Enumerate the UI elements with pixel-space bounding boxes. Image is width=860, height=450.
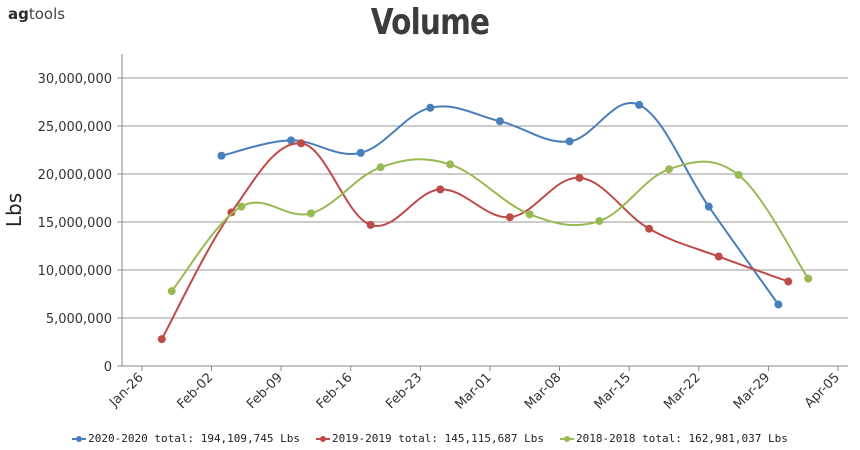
- x-tick-label: Jan-26: [106, 370, 147, 411]
- y-tick-label: 30,000,000: [38, 72, 112, 87]
- x-tick-label: Apr-05: [802, 370, 843, 411]
- data-point[interactable]: [495, 117, 504, 126]
- series-line: [170, 158, 810, 292]
- series-line: [160, 142, 789, 340]
- legend-item-3[interactable]: 2018-2018 total: 162,981,037 Lbs: [559, 432, 788, 445]
- data-point[interactable]: [784, 277, 793, 286]
- data-point[interactable]: [436, 185, 445, 194]
- data-point[interactable]: [167, 287, 176, 296]
- legend-item-1[interactable]: 2020-2020 total: 194,109,745 Lbs: [72, 432, 300, 445]
- data-point[interactable]: [714, 252, 723, 261]
- data-point[interactable]: [446, 160, 455, 169]
- logo-ag-text: ag: [8, 5, 29, 23]
- y-tick-label: 20,000,000: [38, 168, 112, 183]
- y-tick-label: 15,000,000: [38, 216, 112, 231]
- x-tick-label: Mar-08: [522, 370, 564, 412]
- data-point[interactable]: [575, 173, 584, 182]
- y-tick-label: 25,000,000: [38, 120, 112, 135]
- grid-layer: [122, 77, 848, 319]
- series-1: [217, 100, 783, 309]
- legend-label: 2020-2020 total: 194,109,745 Lbs: [88, 432, 301, 445]
- data-point[interactable]: [366, 220, 375, 229]
- legend-label: 2018-2018 total: 162,981,037 Lbs: [575, 432, 788, 445]
- y-tick-label: 10,000,000: [38, 264, 112, 279]
- data-point[interactable]: [525, 210, 534, 219]
- legend-label: 2019-2019 total: 145,115,687 Lbs: [332, 432, 544, 445]
- legend-swatch: [72, 434, 87, 444]
- legend-swatch: [559, 434, 574, 444]
- chart-legend: 2020-2020 total: 194,109,745 Lbs 2019-201…: [0, 432, 860, 445]
- series-2: [157, 139, 793, 344]
- x-tick-label: Mar-15: [592, 370, 634, 412]
- legend-swatch: [316, 434, 331, 444]
- x-tick-label: Mar-29: [731, 370, 773, 412]
- data-point[interactable]: [297, 139, 306, 148]
- data-point[interactable]: [306, 209, 315, 218]
- chart-title: Volume: [370, 2, 490, 43]
- y-tick-label: 0: [104, 360, 112, 375]
- data-point[interactable]: [287, 136, 296, 145]
- y-axis-label: Lbs: [2, 193, 26, 227]
- y-tick-label: 5,000,000: [46, 312, 112, 327]
- data-point[interactable]: [595, 217, 604, 226]
- data-point[interactable]: [565, 137, 574, 146]
- series-3: [167, 158, 813, 296]
- data-point[interactable]: [804, 274, 813, 283]
- x-tick-label: Feb-09: [244, 370, 286, 412]
- x-tick-label: Feb-16: [314, 370, 356, 412]
- series-line: [221, 102, 780, 306]
- data-point[interactable]: [664, 165, 673, 174]
- data-point[interactable]: [774, 300, 783, 309]
- data-point[interactable]: [635, 100, 644, 109]
- x-tick-label: Mar-22: [661, 370, 703, 412]
- data-point[interactable]: [704, 202, 713, 211]
- data-point[interactable]: [157, 335, 166, 344]
- data-point[interactable]: [376, 163, 385, 172]
- agtools-logo: agtools: [8, 5, 65, 23]
- series-layer: [157, 100, 813, 344]
- data-point[interactable]: [734, 170, 743, 179]
- x-tick-label: Feb-23: [383, 370, 425, 412]
- logo-tools-text: tools: [28, 5, 66, 23]
- legend-item-2[interactable]: 2019-2019 total: 145,115,687 Lbs: [316, 432, 544, 445]
- data-point[interactable]: [645, 224, 654, 233]
- x-tick-label: Feb-02: [174, 370, 216, 412]
- data-point[interactable]: [426, 103, 435, 112]
- data-point[interactable]: [237, 202, 246, 211]
- x-tick-label: Mar-01: [452, 370, 494, 412]
- data-point[interactable]: [217, 151, 226, 160]
- data-point[interactable]: [356, 148, 365, 157]
- data-point[interactable]: [505, 213, 514, 222]
